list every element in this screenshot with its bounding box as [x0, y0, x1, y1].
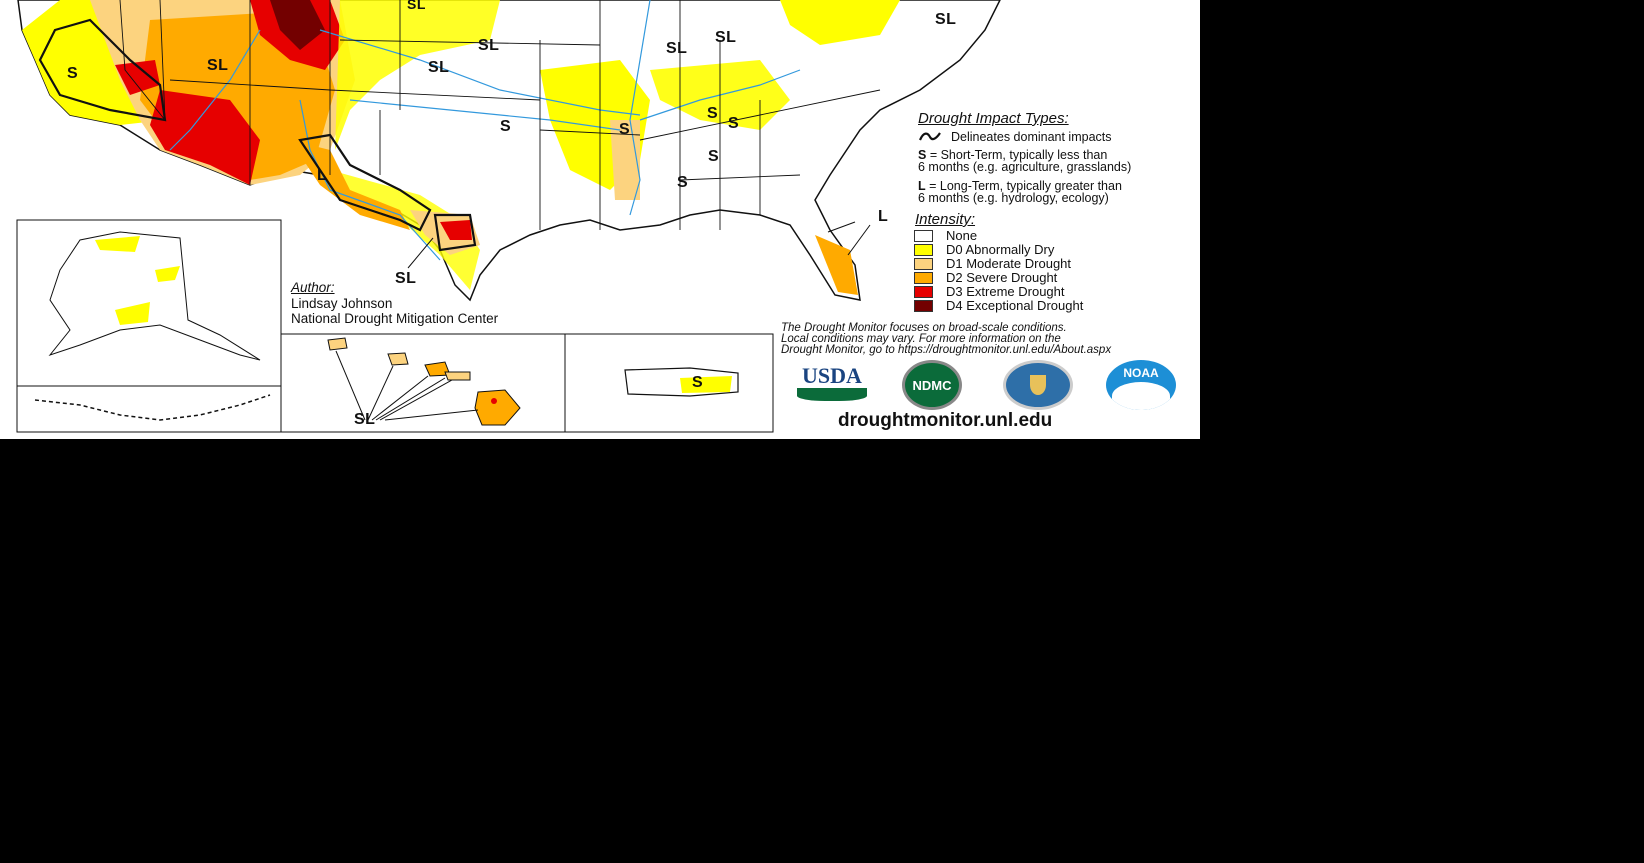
d3-area-texas [440, 220, 472, 240]
usda-logo: USDA [797, 363, 867, 402]
impact-label: SL [407, 0, 426, 12]
impact-label: S [692, 374, 704, 391]
drought-map-panel: SL SL SL SL SL SL S S S S S S S L SL L S… [0, 0, 1200, 439]
hawaii-inset-frame [280, 333, 566, 433]
short-term-line2: 6 months (e.g. agriculture, grasslands) [918, 160, 1132, 174]
short-term-key: S [918, 148, 927, 162]
delineates-line-icon [918, 132, 941, 141]
intensity-label: D0 Abnormally Dry [946, 242, 1055, 257]
website-link[interactable]: droughtmonitor.unl.edu [838, 410, 1053, 431]
intensity-swatch [914, 244, 933, 256]
river-colorado [169, 29, 261, 151]
puerto-rico-d0 [680, 376, 732, 393]
d1-area-mississippi [610, 120, 640, 200]
alaska-d0-east [155, 266, 180, 282]
disclaimer-line2: Local conditions may vary. For more info… [781, 333, 1061, 345]
impact-label: SL [666, 40, 688, 57]
impact-label: SL [935, 11, 957, 28]
impact-label: S [67, 65, 79, 82]
noaa-logo: NOAA [1106, 360, 1176, 410]
river-missouri [319, 29, 641, 116]
short-term-text: = Short-Term, typically less than [926, 148, 1108, 162]
author-name: Lindsay Johnson [291, 296, 393, 311]
impact-label: S [619, 121, 631, 138]
intensity-swatch [914, 230, 933, 242]
usda-logo-text: USDA [802, 363, 862, 388]
intensity-swatch [914, 286, 933, 298]
impact-label: L [317, 167, 328, 184]
disclaimer-line1: The Drought Monitor focuses on broad-sca… [781, 322, 1067, 334]
d0-area-northeast [780, 0, 900, 45]
impact-label: S [500, 118, 512, 135]
impact-label: SL [478, 37, 500, 54]
intensity-label: D3 Extreme Drought [946, 284, 1065, 299]
disclaimer-line3: Drought Monitor, go to https://droughtmo… [781, 344, 1112, 356]
alaska-land [48, 231, 261, 361]
hawaii-molokai [444, 371, 471, 381]
impact-label: SL [715, 29, 737, 46]
drought-map-graphic [16, 0, 1001, 433]
river-rio-grande [299, 99, 441, 261]
impact-label: S [728, 115, 740, 132]
river-ohio [639, 69, 801, 121]
impact-label: SL [207, 57, 229, 74]
ndmc-logo-text: NDMC [912, 377, 952, 393]
impact-label: SL [428, 59, 450, 76]
intensity-label: D4 Exceptional Drought [946, 298, 1084, 313]
long-term-text: = Long-Term, typically greater than [925, 179, 1122, 193]
alaska-d0-north [95, 236, 140, 252]
author-heading: Author: [291, 280, 335, 295]
hawaii-big-island [474, 389, 521, 426]
impact-label: SL [395, 270, 417, 287]
long-term-line1: L = Long-Term, typically greater than [918, 180, 1122, 193]
author-org: National Drought Mitigation Center [291, 311, 499, 326]
impact-label: L [878, 208, 889, 225]
hawaii-d3-spot [491, 398, 497, 404]
intensity-swatch [914, 300, 933, 312]
impact-label: S [708, 148, 720, 165]
d0-area-plains [335, 0, 500, 150]
river-mississippi [629, 0, 651, 216]
short-term-line1: S = Short-Term, typically less than [918, 149, 1107, 162]
impact-label: S [707, 105, 719, 122]
impact-lines [38, 18, 477, 252]
usda-logo-bar [797, 388, 867, 401]
impact-pointers [407, 221, 871, 269]
commerce-seal-logo [1003, 360, 1073, 410]
intensity-label: D2 Severe Drought [946, 270, 1058, 285]
hawaii-oahu [387, 352, 409, 366]
d3-area-southwest [150, 90, 260, 185]
delineates-label: Delineates dominant impacts [951, 130, 1112, 144]
d3-area-nevada [115, 60, 160, 95]
aleutian-inset-frame [16, 385, 282, 433]
noaa-logo-text: NOAA [1123, 366, 1159, 380]
intensity-label: D1 Moderate Drought [946, 256, 1072, 271]
intensity-swatch [914, 272, 933, 284]
alaska-d0-south [115, 302, 150, 325]
hawaii-kauai [327, 337, 348, 351]
d1-area-florida [815, 235, 858, 295]
intensity-legend-title: Intensity: [915, 211, 976, 228]
impact-legend-title: Drought Impact Types: [918, 110, 1069, 127]
ndmc-logo: NDMC [902, 360, 962, 410]
aleutian-islands [34, 394, 271, 421]
state-borders [119, 0, 881, 230]
impact-label: S [677, 174, 689, 191]
seal-shield-icon [1030, 375, 1046, 395]
long-term-key: L [918, 179, 926, 193]
intensity-swatch [914, 258, 933, 270]
noaa-wave-icon [1112, 382, 1170, 410]
intensity-label: None [946, 228, 978, 243]
d4-area-colorado [270, 0, 325, 50]
hawaii-pointers [335, 350, 479, 421]
long-term-line2: 6 months (e.g. hydrology, ecology) [918, 191, 1109, 205]
impact-label: SL [354, 411, 376, 428]
